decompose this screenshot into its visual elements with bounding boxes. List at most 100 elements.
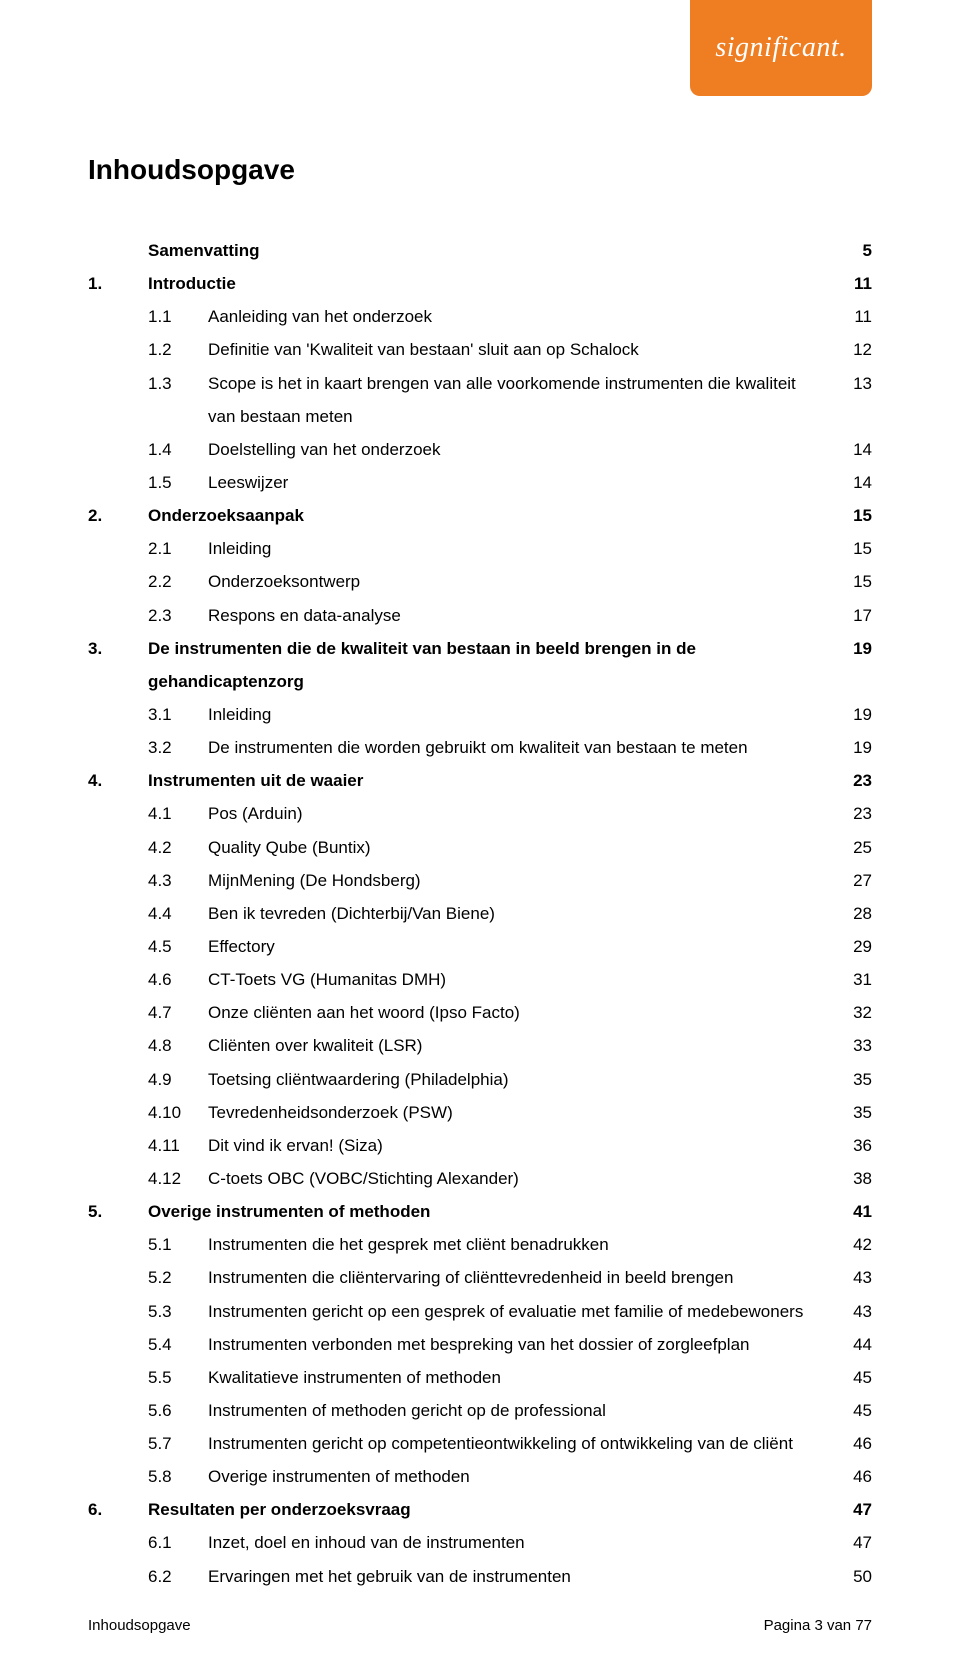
toc-label: Quality Qube (Buntix): [208, 831, 832, 864]
footer-left: Inhoudsopgave: [88, 1617, 191, 1634]
toc-row: 6.Resultaten per onderzoeksvraag47: [88, 1493, 872, 1526]
toc-page: 46: [832, 1427, 872, 1460]
toc-num: 4.3: [88, 864, 208, 897]
toc-row: 5.4Instrumenten verbonden met bespreking…: [88, 1328, 872, 1361]
toc-row: 5.1Instrumenten die het gesprek met clië…: [88, 1228, 872, 1261]
toc-num: 5.3: [88, 1295, 208, 1328]
toc-row: 4.11Dit vind ik ervan! (Siza)36: [88, 1129, 872, 1162]
toc-label: Instrumenten die het gesprek met cliënt …: [208, 1228, 832, 1261]
toc-label: Overige instrumenten of methoden: [148, 1195, 832, 1228]
toc-num: 5.8: [88, 1460, 208, 1493]
toc-label: Instrumenten die cliëntervaring of cliën…: [208, 1261, 832, 1294]
table-of-contents: Samenvatting51.Introductie111.1Aanleidin…: [88, 234, 872, 1593]
toc-num: 6.: [88, 1493, 148, 1526]
toc-row: 4.9Toetsing cliëntwaardering (Philadelph…: [88, 1063, 872, 1096]
toc-num: 1.5: [88, 466, 208, 499]
toc-row: 5.7Instrumenten gericht op competentieon…: [88, 1427, 872, 1460]
toc-page: 28: [832, 897, 872, 930]
toc-label: Instrumenten uit de waaier: [148, 764, 832, 797]
toc-label: De instrumenten die de kwaliteit van bes…: [148, 632, 832, 698]
toc-label: Inleiding: [208, 698, 832, 731]
toc-label: Instrumenten gericht op een gesprek of e…: [208, 1295, 832, 1328]
toc-num: 2.2: [88, 565, 208, 598]
toc-page: 44: [832, 1328, 872, 1361]
toc-page: 35: [832, 1063, 872, 1096]
toc-label: Leeswijzer: [208, 466, 832, 499]
toc-row: 1.Introductie11: [88, 267, 872, 300]
toc-label: Doelstelling van het onderzoek: [208, 433, 832, 466]
toc-page: 23: [832, 764, 872, 797]
brand-logo-text: significant.: [715, 32, 846, 64]
brand-logo: significant.: [690, 0, 872, 96]
toc-page: 23: [832, 797, 872, 830]
toc-row: 1.2Definitie van 'Kwaliteit van bestaan'…: [88, 333, 872, 366]
toc-row: 5.2Instrumenten die cliëntervaring of cl…: [88, 1261, 872, 1294]
toc-page: 32: [832, 996, 872, 1029]
toc-page: 5: [832, 234, 872, 267]
toc-label: Introductie: [148, 267, 832, 300]
toc-label: Cliënten over kwaliteit (LSR): [208, 1029, 832, 1062]
toc-page: 43: [832, 1261, 872, 1294]
page: significant. Inhoudsopgave Samenvatting5…: [0, 0, 960, 1662]
toc-label: Instrumenten of methoden gericht op de p…: [208, 1394, 832, 1427]
toc-label: De instrumenten die worden gebruikt om k…: [208, 731, 832, 764]
toc-row: 4.10Tevredenheidsonderzoek (PSW)35: [88, 1096, 872, 1129]
toc-num: 4.5: [88, 930, 208, 963]
toc-num: 1.3: [88, 367, 208, 400]
toc-num: 4.6: [88, 963, 208, 996]
toc-page: 11: [832, 267, 872, 300]
toc-label: CT-Toets VG (Humanitas DMH): [208, 963, 832, 996]
toc-row: 5.3Instrumenten gericht op een gesprek o…: [88, 1295, 872, 1328]
toc-label: Dit vind ik ervan! (Siza): [208, 1129, 832, 1162]
toc-page: 15: [832, 532, 872, 565]
toc-row: 1.1Aanleiding van het onderzoek11: [88, 300, 872, 333]
toc-num: 4.9: [88, 1063, 208, 1096]
toc-label: Samenvatting: [148, 234, 832, 267]
toc-row: 2.Onderzoeksaanpak15: [88, 499, 872, 532]
toc-label: Effectory: [208, 930, 832, 963]
toc-page: 50: [832, 1560, 872, 1593]
toc-label: Onderzoeksaanpak: [148, 499, 832, 532]
toc-label: Overige instrumenten of methoden: [208, 1460, 832, 1493]
toc-page: 38: [832, 1162, 872, 1195]
toc-num: 1.2: [88, 333, 208, 366]
toc-page: 29: [832, 930, 872, 963]
toc-num: 5.6: [88, 1394, 208, 1427]
toc-page: 17: [832, 599, 872, 632]
toc-row: 1.4Doelstelling van het onderzoek14: [88, 433, 872, 466]
toc-row: 4.5Effectory29: [88, 930, 872, 963]
toc-label: MijnMening (De Hondsberg): [208, 864, 832, 897]
toc-label: Kwalitatieve instrumenten of methoden: [208, 1361, 832, 1394]
toc-row: 5.5Kwalitatieve instrumenten of methoden…: [88, 1361, 872, 1394]
toc-row: 5.6Instrumenten of methoden gericht op d…: [88, 1394, 872, 1427]
toc-num: 1.: [88, 267, 148, 300]
toc-row: 4.4Ben ik tevreden (Dichterbij/Van Biene…: [88, 897, 872, 930]
toc-num: 1.1: [88, 300, 208, 333]
toc-num: 4.7: [88, 996, 208, 1029]
toc-num: 5.: [88, 1195, 148, 1228]
toc-num: 4.1: [88, 797, 208, 830]
toc-page: 43: [832, 1295, 872, 1328]
toc-num: 5.5: [88, 1361, 208, 1394]
toc-label: Onze cliënten aan het woord (Ipso Facto): [208, 996, 832, 1029]
toc-label: Toetsing cliëntwaardering (Philadelphia): [208, 1063, 832, 1096]
toc-num: 3.1: [88, 698, 208, 731]
toc-row: 4.12C-toets OBC (VOBC/Stichting Alexande…: [88, 1162, 872, 1195]
toc-label: Instrumenten verbonden met bespreking va…: [208, 1328, 832, 1361]
toc-page: 41: [832, 1195, 872, 1228]
toc-num: 4.10: [88, 1096, 208, 1129]
toc-row: 3.De instrumenten die de kwaliteit van b…: [88, 632, 872, 698]
toc-row: 4.3MijnMening (De Hondsberg)27: [88, 864, 872, 897]
toc-num: 4.4: [88, 897, 208, 930]
toc-num: 3.: [88, 632, 148, 665]
page-footer: Inhoudsopgave Pagina 3 van 77: [88, 1617, 872, 1634]
toc-label: Onderzoeksontwerp: [208, 565, 832, 598]
toc-num: 5.7: [88, 1427, 208, 1460]
toc-label: Ervaringen met het gebruik van de instru…: [208, 1560, 832, 1593]
toc-page: 35: [832, 1096, 872, 1129]
toc-row: 4.8Cliënten over kwaliteit (LSR)33: [88, 1029, 872, 1062]
toc-page: 33: [832, 1029, 872, 1062]
toc-page: 14: [832, 466, 872, 499]
toc-row: 5.Overige instrumenten of methoden41: [88, 1195, 872, 1228]
toc-num: 2.1: [88, 532, 208, 565]
